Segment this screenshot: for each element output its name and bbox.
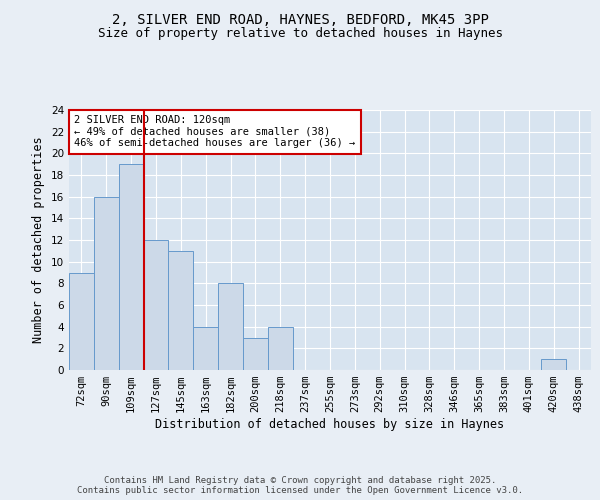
X-axis label: Distribution of detached houses by size in Haynes: Distribution of detached houses by size … (155, 418, 505, 431)
Bar (94, 196, 119, 370)
Bar (193, 326, 218, 370)
Bar (143, 240, 169, 370)
Text: 2 SILVER END ROAD: 120sqm
← 49% of detached houses are smaller (38)
46% of semi-: 2 SILVER END ROAD: 120sqm ← 49% of detac… (74, 115, 355, 148)
Text: 2, SILVER END ROAD, HAYNES, BEDFORD, MK45 3PP: 2, SILVER END ROAD, HAYNES, BEDFORD, MK4… (112, 12, 488, 26)
Y-axis label: Number of detached properties: Number of detached properties (32, 136, 46, 344)
Bar (243, 338, 268, 370)
Text: Contains HM Land Registry data © Crown copyright and database right 2025.
Contai: Contains HM Land Registry data © Crown c… (77, 476, 523, 495)
Bar (119, 164, 143, 370)
Bar (541, 359, 566, 370)
Bar (169, 251, 193, 370)
Bar (268, 326, 293, 370)
Bar (69, 272, 94, 370)
Bar (218, 284, 243, 370)
Text: Size of property relative to detached houses in Haynes: Size of property relative to detached ho… (97, 28, 503, 40)
